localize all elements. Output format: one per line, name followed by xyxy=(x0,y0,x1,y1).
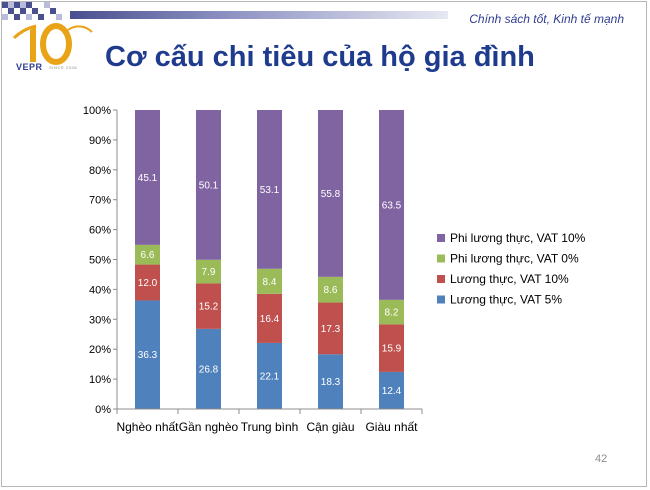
data-label: 15.2 xyxy=(199,302,219,313)
legend-swatch xyxy=(437,254,445,263)
data-label: 12.4 xyxy=(382,386,402,397)
bar-segment xyxy=(379,299,404,325)
bar-segment xyxy=(196,328,221,409)
y-tick-label: 30% xyxy=(89,314,111,326)
legend-swatch xyxy=(437,295,445,304)
data-label: 63.5 xyxy=(382,200,402,211)
y-tick-label: 90% xyxy=(89,135,111,147)
legend: Phi lương thực, VAT 10% Phi lương thực, V… xyxy=(437,231,586,307)
y-tick-label: 20% xyxy=(89,344,111,356)
data-label: 50.1 xyxy=(199,180,219,191)
legend-swatch xyxy=(437,275,445,283)
bar-segment xyxy=(196,283,221,329)
y-tick-label: 50% xyxy=(89,255,111,267)
bar-segment xyxy=(257,342,282,409)
data-label: 26.8 xyxy=(199,364,219,375)
y-tick-label: 10% xyxy=(89,374,111,386)
bar-segment xyxy=(257,268,282,294)
bar-segment xyxy=(257,293,282,343)
y-tick-label: 40% xyxy=(89,284,111,296)
data-label: 6.6 xyxy=(141,250,155,261)
checker-decoration xyxy=(2,2,62,20)
bar-segment xyxy=(135,264,160,301)
x-tick-label: Trung bình xyxy=(241,420,299,434)
data-label: 17.3 xyxy=(321,324,341,335)
data-label: 18.3 xyxy=(321,377,341,388)
legend-label: Lương thực, VAT 10% xyxy=(450,272,569,286)
bar-segment xyxy=(379,371,404,409)
data-label: 55.8 xyxy=(321,189,341,200)
legend-label: Phi lương thực, VAT 10% xyxy=(450,231,586,245)
data-label: 7.9 xyxy=(202,267,216,278)
data-label: 22.1 xyxy=(260,371,280,382)
data-label: 15.9 xyxy=(382,344,402,355)
x-tick-label: Gần nghèo xyxy=(179,420,239,434)
y-axis: 0% 10% 20% 30% 40% 50% 60% 70% 80% 90% 100% xyxy=(83,105,118,416)
tagline: Chính sách tốt, Kinh tế mạnh xyxy=(469,12,624,26)
data-label: 12.0 xyxy=(138,278,158,289)
legend-label: Phi lương thực, VAT 0% xyxy=(450,252,579,266)
legend-label: Lương thực, VAT 5% xyxy=(450,293,562,307)
bar-segment xyxy=(318,276,343,303)
bar-segment xyxy=(135,244,160,265)
bar-segment xyxy=(135,300,160,409)
x-tick-label: Giàu nhất xyxy=(365,420,418,434)
bar-segment xyxy=(379,324,404,372)
x-axis: Nghèo nhất Gần nghèo Trung bình Cận giàu Già… xyxy=(116,408,423,434)
data-label: 53.1 xyxy=(260,185,280,196)
header-bar xyxy=(70,11,448,19)
bar-segment xyxy=(257,110,282,269)
bar-segment xyxy=(196,110,221,260)
data-label: 45.1 xyxy=(138,173,158,184)
bars: 36.3 12.0 6.6 45.1 26.8 15.2 7.9 50.1 22.1 16.4 8.… xyxy=(135,110,404,409)
y-tick-label: 80% xyxy=(89,165,111,177)
y-tick-label: 70% xyxy=(89,195,111,207)
y-tick-label: 60% xyxy=(89,225,111,237)
legend-swatch xyxy=(437,234,445,242)
data-label: 8.6 xyxy=(324,285,338,296)
logo-subtext: SINCE 2008 xyxy=(49,65,78,70)
bar-segment xyxy=(318,302,343,355)
vepr-logo xyxy=(12,23,93,65)
x-tick-label: Nghèo nhất xyxy=(116,420,179,434)
data-label: 36.3 xyxy=(138,350,158,361)
data-label: 8.2 xyxy=(385,308,399,319)
slide-title: Cơ cấu chi tiêu của hộ gia đình xyxy=(105,41,535,73)
bar-segment xyxy=(318,110,343,277)
logo-text: VEPR xyxy=(16,62,43,72)
data-label: 8.4 xyxy=(263,277,277,288)
bar-segment xyxy=(318,354,343,409)
bar-segment xyxy=(196,259,221,284)
bar-segment xyxy=(379,110,404,300)
data-label: 16.4 xyxy=(260,314,280,325)
bar-segment xyxy=(135,110,160,245)
y-tick-label: 0% xyxy=(95,404,111,416)
y-tick-label: 100% xyxy=(83,105,111,117)
page-number: 42 xyxy=(595,453,608,465)
x-tick-label: Cận giàu xyxy=(306,420,354,434)
